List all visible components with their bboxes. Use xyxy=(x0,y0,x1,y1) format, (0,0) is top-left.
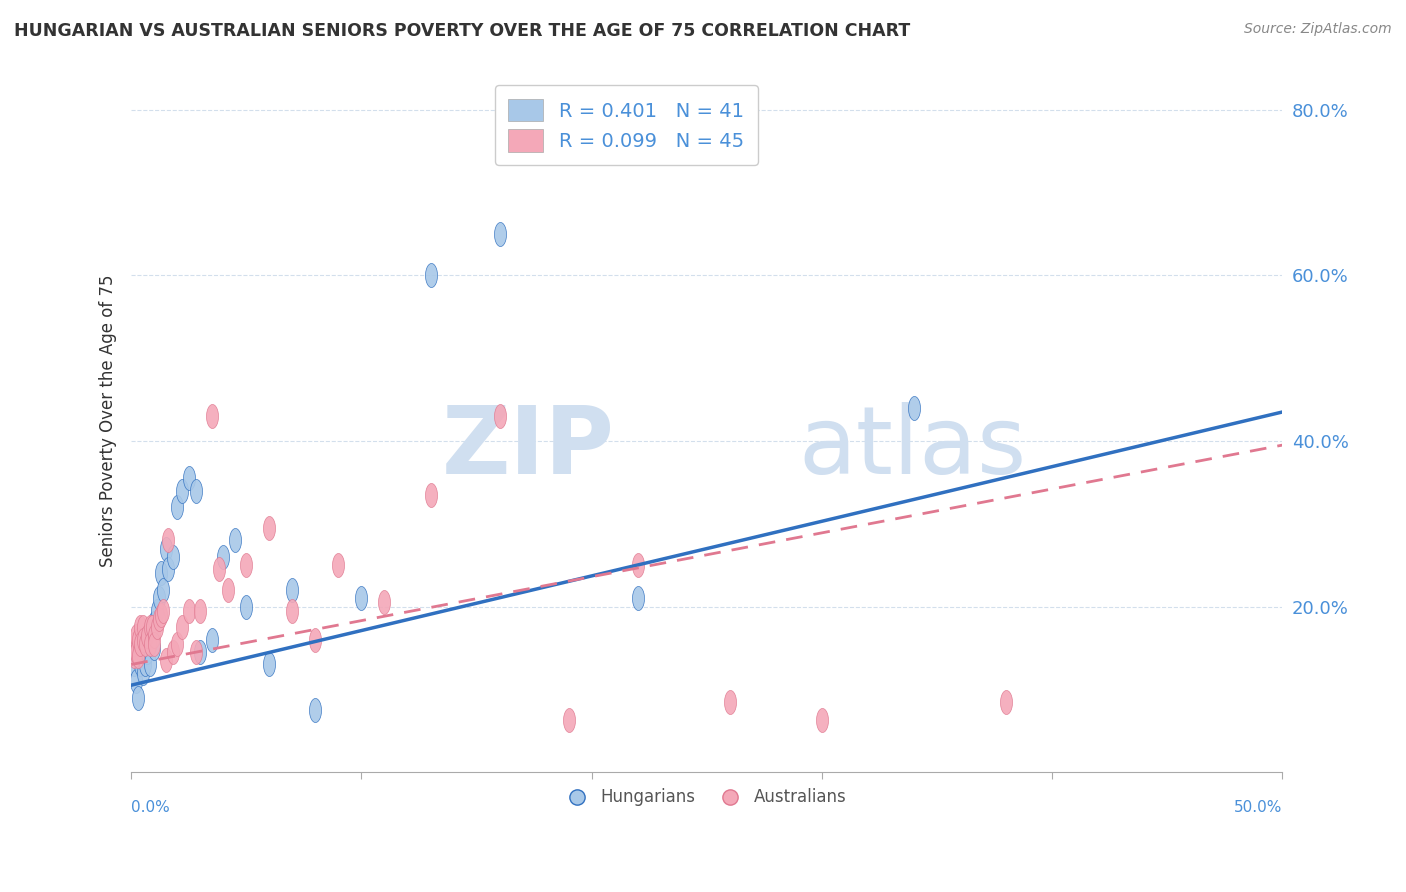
Point xyxy=(177,604,200,618)
Point xyxy=(134,632,156,647)
Point xyxy=(138,637,160,651)
Point xyxy=(150,607,173,622)
Point xyxy=(148,591,170,606)
Point xyxy=(122,649,145,664)
Text: HUNGARIAN VS AUSTRALIAN SENIORS POVERTY OVER THE AGE OF 75 CORRELATION CHART: HUNGARIAN VS AUSTRALIAN SENIORS POVERTY … xyxy=(14,22,910,40)
Point xyxy=(127,632,149,647)
Point xyxy=(208,562,231,576)
Point xyxy=(718,695,741,709)
Point xyxy=(141,620,163,634)
Text: 50.0%: 50.0% xyxy=(1234,800,1282,815)
Point xyxy=(155,541,177,556)
Point xyxy=(157,533,180,548)
Point xyxy=(132,665,155,680)
Point xyxy=(281,604,304,618)
Point xyxy=(136,645,159,659)
Point xyxy=(132,620,155,634)
Point xyxy=(235,558,257,573)
Point xyxy=(143,637,166,651)
Point xyxy=(138,657,160,672)
Point xyxy=(152,582,174,597)
Text: 0.0%: 0.0% xyxy=(131,800,170,815)
Point xyxy=(328,558,350,573)
Point xyxy=(188,645,211,659)
Point xyxy=(217,582,239,597)
Point xyxy=(134,637,156,651)
Point xyxy=(224,533,246,548)
Point xyxy=(201,632,224,647)
Point xyxy=(177,471,200,485)
Text: ZIP: ZIP xyxy=(441,402,614,494)
Point xyxy=(145,604,167,618)
Point xyxy=(259,657,281,672)
Point xyxy=(129,620,152,634)
Point xyxy=(134,657,156,672)
Legend: Hungarians, Australians: Hungarians, Australians xyxy=(561,781,853,813)
Point xyxy=(145,620,167,634)
Point xyxy=(141,632,163,647)
Point xyxy=(184,483,207,498)
Point xyxy=(557,713,579,727)
Point xyxy=(152,604,174,618)
Point xyxy=(488,409,510,424)
Point xyxy=(157,562,180,576)
Point xyxy=(132,632,155,647)
Point xyxy=(127,640,149,655)
Point xyxy=(235,599,257,614)
Point xyxy=(304,632,326,647)
Y-axis label: Seniors Poverty Over the Age of 75: Seniors Poverty Over the Age of 75 xyxy=(100,274,117,566)
Point xyxy=(132,649,155,664)
Point xyxy=(129,637,152,651)
Point xyxy=(127,649,149,664)
Point xyxy=(138,637,160,651)
Point xyxy=(162,549,184,564)
Point xyxy=(125,628,148,642)
Point xyxy=(166,637,188,651)
Point xyxy=(125,673,148,688)
Point xyxy=(162,645,184,659)
Point xyxy=(373,595,395,609)
Point xyxy=(419,268,441,283)
Point xyxy=(184,645,207,659)
Point xyxy=(304,703,326,717)
Point xyxy=(136,628,159,642)
Point xyxy=(125,645,148,659)
Point xyxy=(127,690,149,705)
Point xyxy=(125,645,148,659)
Text: atlas: atlas xyxy=(799,402,1026,494)
Text: Source: ZipAtlas.com: Source: ZipAtlas.com xyxy=(1244,22,1392,37)
Point xyxy=(212,549,235,564)
Point xyxy=(488,227,510,241)
Point xyxy=(170,620,193,634)
Point xyxy=(811,713,834,727)
Point xyxy=(259,521,281,535)
Point xyxy=(122,637,145,651)
Point xyxy=(143,616,166,631)
Point xyxy=(419,488,441,502)
Point xyxy=(129,657,152,672)
Point xyxy=(201,409,224,424)
Point xyxy=(138,620,160,634)
Point xyxy=(143,640,166,655)
Point xyxy=(994,695,1017,709)
Point xyxy=(170,483,193,498)
Point xyxy=(627,558,650,573)
Point xyxy=(143,628,166,642)
Point xyxy=(350,591,373,606)
Point xyxy=(281,582,304,597)
Point xyxy=(166,500,188,515)
Point xyxy=(903,401,925,415)
Point xyxy=(150,566,173,581)
Point xyxy=(627,591,650,606)
Point xyxy=(122,657,145,672)
Point xyxy=(188,604,211,618)
Point xyxy=(155,653,177,667)
Point xyxy=(148,612,170,626)
Point xyxy=(129,637,152,651)
